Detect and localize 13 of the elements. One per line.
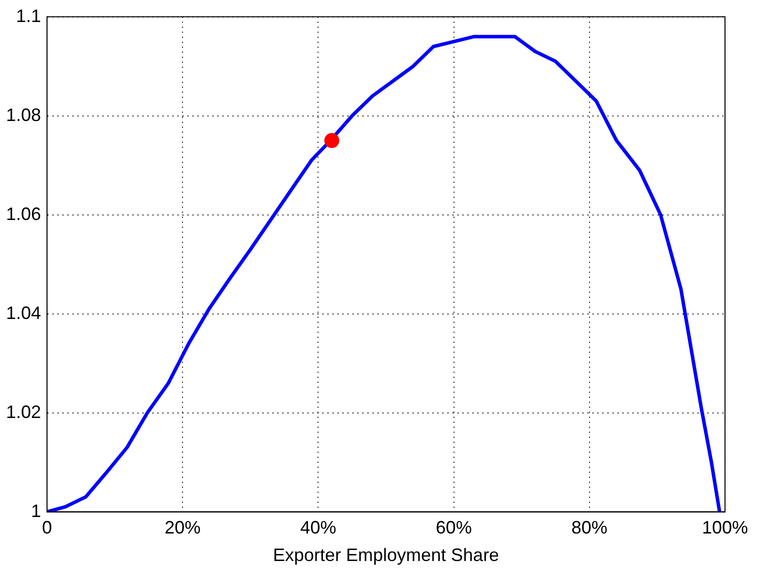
x-tick-label: 100% xyxy=(702,518,748,538)
x-tick-label: 0 xyxy=(42,518,52,538)
y-tick-label: 1.04 xyxy=(6,302,42,323)
y-tick-label: 1.06 xyxy=(6,204,42,224)
y-tick-label: 1.02 xyxy=(6,402,42,422)
x-tick-label: 20% xyxy=(164,518,201,538)
y-tick-label: 1 xyxy=(31,500,42,521)
y-tick-label: 1.08 xyxy=(6,104,42,125)
x-tick-label: 80% xyxy=(571,518,608,538)
x-axis-title: Exporter Employment Share xyxy=(272,545,500,566)
x-tick-label: 60% xyxy=(436,518,472,538)
x-tick-label: 40% xyxy=(300,518,336,538)
y-tick-label: 1.1 xyxy=(16,6,42,26)
